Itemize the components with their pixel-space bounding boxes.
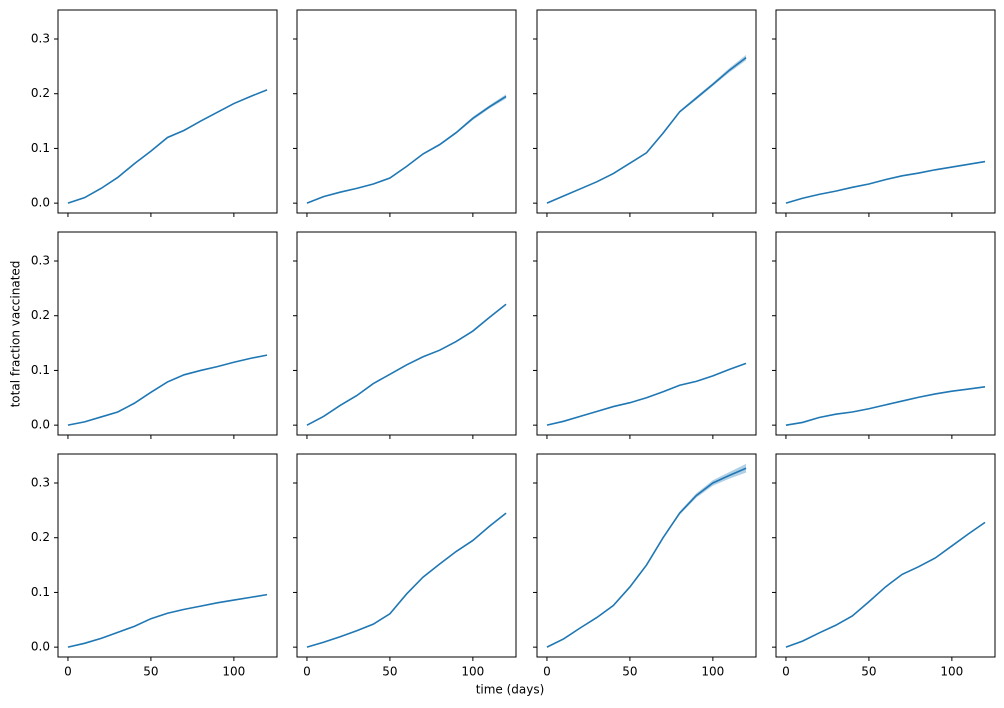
x-tick-label: 50	[861, 665, 876, 679]
line	[785, 521, 986, 648]
x-tick-label: 0	[303, 665, 311, 679]
axes-frame	[57, 9, 278, 214]
line	[306, 95, 507, 204]
axes-frame	[296, 9, 517, 214]
subplot	[772, 9, 996, 217]
axes-frame	[296, 453, 517, 658]
x-tick-label: 100	[940, 665, 963, 679]
error-band	[546, 463, 747, 648]
subplot	[293, 9, 517, 217]
axes-frame	[536, 231, 757, 436]
axes-frame	[775, 453, 996, 658]
subplot: 0 50 100	[293, 453, 517, 679]
subplot	[533, 231, 757, 439]
subplot: 0.0 0.1 0.2 0.3	[31, 231, 278, 439]
y-tick-label: 0.1	[31, 141, 50, 155]
x-tick-label: 50	[382, 665, 397, 679]
axes-frame	[775, 9, 996, 214]
subplot	[772, 231, 996, 439]
axes-frame	[57, 231, 278, 436]
axes-frame	[57, 453, 278, 658]
subplot	[533, 9, 757, 217]
y-tick-label: 0.3	[31, 476, 50, 490]
y-tick-label: 0.3	[31, 254, 50, 268]
subplot: 0 50 100	[772, 453, 996, 679]
axes-frame	[536, 453, 757, 658]
line	[785, 160, 986, 204]
subplot	[293, 231, 517, 439]
line	[306, 512, 507, 648]
line	[785, 386, 986, 426]
error-band	[306, 94, 507, 204]
axes-frame	[296, 231, 517, 436]
x-tick-label: 100	[461, 665, 484, 679]
axes-frame	[775, 231, 996, 436]
line	[67, 89, 268, 204]
y-tick-label: 0.1	[31, 585, 50, 599]
line	[67, 593, 268, 648]
line	[546, 56, 747, 204]
line	[546, 467, 747, 648]
y-tick-label: 0.2	[31, 86, 50, 100]
x-tick-label: 100	[222, 665, 245, 679]
x-tick-label: 50	[143, 665, 158, 679]
x-tick-label: 100	[701, 665, 724, 679]
subplot: 0.0 0.1 0.2 0.3	[31, 9, 278, 217]
line	[306, 303, 507, 426]
y-tick-label: 0.1	[31, 363, 50, 377]
y-tick-label: 0.2	[31, 530, 50, 544]
line	[546, 362, 747, 426]
y-axis-label: total fraction vaccinated	[9, 261, 23, 408]
error-band	[546, 54, 747, 204]
subplot: 0 50 100	[533, 453, 757, 679]
axes-frame	[536, 9, 757, 214]
x-axis-label: time (days)	[476, 683, 545, 697]
y-tick-label: 0.2	[31, 308, 50, 322]
line	[67, 354, 268, 426]
y-tick-label: 0.0	[31, 418, 50, 432]
y-tick-label: 0.0	[31, 640, 50, 654]
y-tick-label: 0.3	[31, 32, 50, 46]
x-tick-label: 0	[543, 665, 551, 679]
x-tick-label: 50	[622, 665, 637, 679]
subplot: 0 50 100 0.0 0.1 0.2 0.3	[31, 453, 278, 679]
x-tick-label: 0	[64, 665, 72, 679]
y-tick-label: 0.0	[31, 196, 50, 210]
x-tick-label: 0	[782, 665, 790, 679]
